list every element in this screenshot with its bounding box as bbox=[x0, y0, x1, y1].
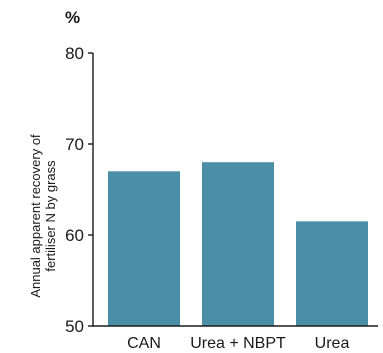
x-category-label: CAN bbox=[127, 335, 161, 352]
y-tick-label-80: 80 bbox=[65, 44, 84, 63]
x-category-label: Urea + NBPT bbox=[190, 335, 286, 352]
y-tick-label-60: 60 bbox=[65, 226, 84, 245]
y-axis-title-line-2: fertiliser N by grass bbox=[43, 160, 58, 272]
y-axis-title-line-1: Annual apparent recovery of bbox=[28, 134, 43, 298]
y-unit-label: % bbox=[65, 8, 80, 27]
x-category-label: Urea bbox=[315, 335, 350, 352]
bar-urea-nbpt bbox=[202, 162, 274, 326]
y-tick-label-70: 70 bbox=[65, 135, 84, 154]
y-tick-label-50: 50 bbox=[65, 317, 84, 336]
bar-urea bbox=[296, 221, 368, 326]
x-axis-categories: CAN Urea + NBPT Urea bbox=[127, 335, 349, 352]
bars bbox=[108, 162, 368, 326]
y-axis-title: Annual apparent recovery of fertiliser N… bbox=[28, 134, 58, 298]
bar-can bbox=[108, 171, 180, 326]
y-axis-ticks: 50 60 70 80 bbox=[65, 44, 93, 336]
